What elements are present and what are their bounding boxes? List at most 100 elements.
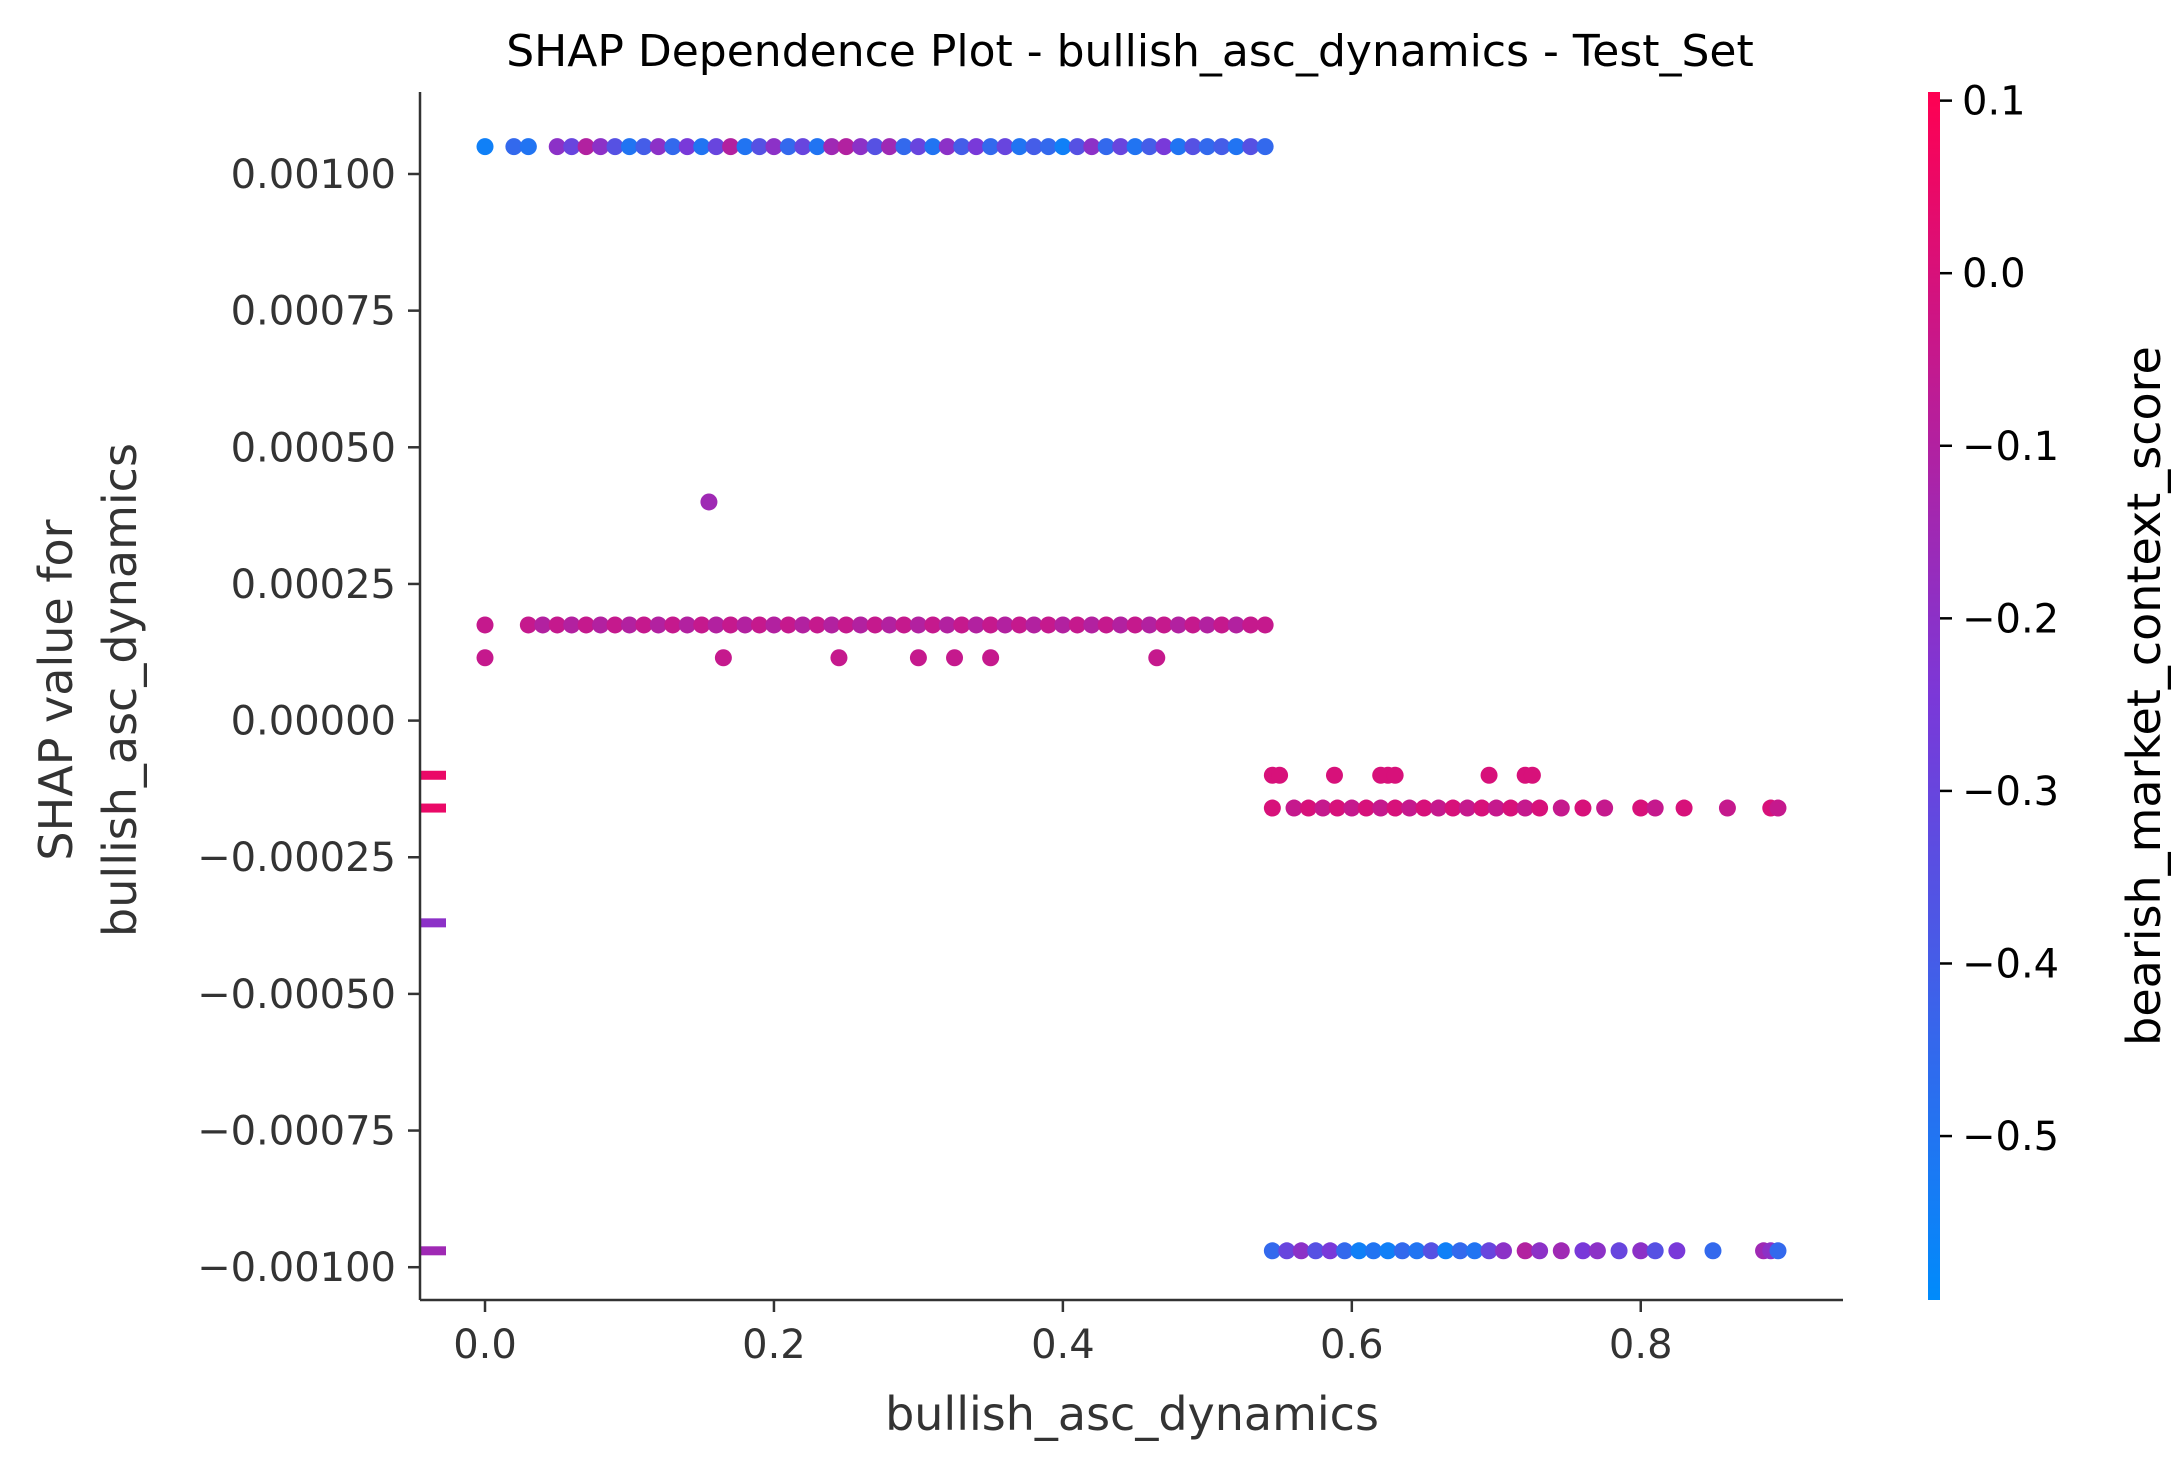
scatter-point — [1379, 1242, 1397, 1260]
colorbar-ticks: 0.1 0.0 −0.1 −0.2 −0.3 −0.4 −0.5 — [1940, 79, 2059, 1160]
scatter-point — [534, 616, 552, 634]
scatter-point — [750, 138, 768, 156]
scatter-point — [982, 138, 1000, 156]
scatter-point — [1632, 799, 1650, 817]
scatter-point — [909, 616, 927, 634]
scatter-point — [1386, 799, 1404, 817]
missing-value-marker — [420, 770, 446, 780]
scatter-point — [1184, 138, 1202, 156]
y-tick-label: 0.00025 — [231, 562, 396, 608]
scatter-point — [779, 138, 797, 156]
scatter-point — [1531, 799, 1549, 817]
scatter-point — [1054, 616, 1072, 634]
scatter-point — [837, 138, 855, 156]
scatter-point — [1588, 1242, 1606, 1260]
scatter-point — [1025, 138, 1043, 156]
scatter-point — [1025, 616, 1043, 634]
scatter-point — [881, 616, 899, 634]
scatter-point — [765, 616, 783, 634]
scatter-point — [1502, 799, 1520, 817]
scatter-point — [996, 138, 1014, 156]
scatter-point — [693, 616, 711, 634]
scatter-point — [476, 138, 494, 156]
scatter-point — [953, 138, 971, 156]
y-tick-label: 0.00075 — [231, 289, 396, 335]
scatter-point — [1422, 1242, 1440, 1260]
scatter-point — [1458, 799, 1476, 817]
scatter-point — [714, 649, 732, 667]
scatter-point — [1039, 138, 1057, 156]
scatter-point — [1227, 138, 1245, 156]
scatter-point — [1386, 766, 1404, 784]
scatter-point — [982, 649, 1000, 667]
y-tick-label: −0.00075 — [197, 1109, 396, 1155]
scatter-point — [794, 138, 812, 156]
scatter-point — [967, 616, 985, 634]
scatter-point — [1350, 1242, 1368, 1260]
scatter-point — [1364, 1242, 1382, 1260]
y-axis-label-line1: SHAP value for — [29, 519, 83, 860]
colorbar-tick-label: −0.2 — [1962, 596, 2059, 642]
colorbar-tick-label: −0.1 — [1962, 424, 2059, 470]
scatter-point — [1321, 1242, 1339, 1260]
scatter-point — [1068, 138, 1086, 156]
scatter-point — [1552, 1242, 1570, 1260]
scatter-point — [476, 649, 494, 667]
scatter-point — [1408, 1242, 1426, 1260]
scatter-point — [1169, 138, 1187, 156]
scatter-point — [1242, 138, 1260, 156]
scatter-point — [620, 616, 638, 634]
y-ticks: 0.00100 0.00075 0.00050 0.00025 0.00000 −0.00… — [197, 152, 420, 1291]
scatter-point — [1307, 1242, 1325, 1260]
scatter-point — [996, 616, 1014, 634]
y-tick-label: 0.00100 — [231, 152, 396, 198]
scatter-point — [664, 138, 682, 156]
scatter-point — [1516, 1242, 1534, 1260]
scatter-point — [1704, 1242, 1722, 1260]
scatter-point — [707, 616, 725, 634]
scatter-point — [1314, 799, 1332, 817]
scatter-point — [794, 616, 812, 634]
scatter-point — [722, 616, 740, 634]
scatter-point — [693, 138, 711, 156]
scatter-point — [1263, 1242, 1281, 1260]
scatter-point — [1325, 766, 1343, 784]
scatter-point — [1039, 616, 1057, 634]
scatter-point — [1769, 799, 1787, 817]
scatter-point — [1112, 138, 1130, 156]
scatter-point — [823, 616, 841, 634]
scatter-point — [1343, 799, 1361, 817]
scatter-point — [1083, 616, 1101, 634]
scatter-point — [649, 138, 667, 156]
scatter-point — [1480, 766, 1498, 784]
colorbar-tick-label: −0.3 — [1962, 769, 2059, 815]
scatter-point — [938, 616, 956, 634]
scatter-point — [1011, 138, 1029, 156]
scatter-point — [649, 616, 667, 634]
scatter-point — [519, 138, 537, 156]
scatter-point — [830, 649, 848, 667]
scatter-point — [808, 616, 826, 634]
scatter-point — [1668, 1242, 1686, 1260]
scatter-point — [1336, 1242, 1354, 1260]
scatter-point — [1054, 138, 1072, 156]
scatter-point — [1473, 799, 1491, 817]
x-tick-label: 0.0 — [453, 1322, 517, 1368]
colorbar-tick-label: 0.0 — [1962, 251, 2026, 297]
scatter-point — [592, 616, 610, 634]
scatter-point — [1523, 766, 1541, 784]
scatter-point — [1155, 616, 1173, 634]
scatter-point — [620, 138, 638, 156]
scatter-point — [1198, 138, 1216, 156]
scatter-point — [1675, 799, 1693, 817]
missing-value-marker — [420, 1246, 446, 1256]
scatter-point — [1646, 1242, 1664, 1260]
scatter-point — [1393, 1242, 1411, 1260]
y-tick-label: −0.00050 — [197, 972, 396, 1018]
scatter-point — [852, 616, 870, 634]
scatter-point — [1097, 616, 1115, 634]
scatter-point — [1271, 766, 1289, 784]
scatter-point — [1256, 616, 1274, 634]
x-tick-label: 0.6 — [1320, 1322, 1384, 1368]
